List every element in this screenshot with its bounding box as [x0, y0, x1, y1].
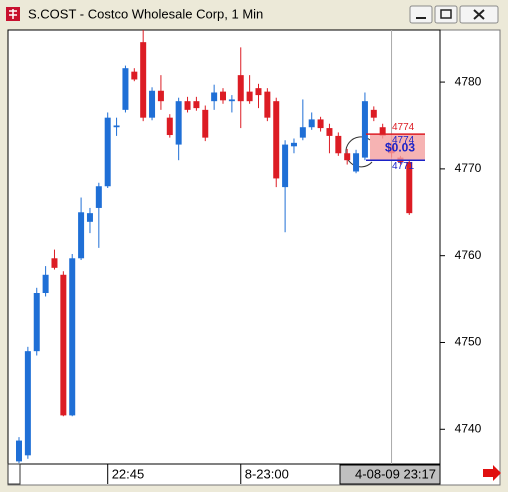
x-tick-label: 22:45 [112, 466, 145, 481]
y-tick-label: 4740 [455, 421, 482, 435]
x-tick-label: 4-08-09 23:17 [355, 466, 436, 481]
candle-body [308, 119, 315, 128]
minimize-button[interactable] [409, 5, 433, 24]
candle-body [78, 212, 85, 259]
candle-body [175, 101, 182, 145]
candle-body [211, 92, 218, 102]
scroll-box[interactable] [7, 463, 21, 485]
level-label: 4774 [392, 122, 415, 133]
candle-body [157, 90, 164, 102]
candle-body [24, 351, 31, 456]
candle-body [406, 161, 413, 214]
candle-body [140, 42, 147, 118]
maximize-button[interactable] [434, 5, 458, 24]
app-icon-glyph [9, 9, 17, 19]
candle-body [33, 293, 40, 352]
candle-body [299, 127, 306, 138]
candle-body [86, 213, 93, 222]
candle-body [60, 274, 67, 416]
candle-body [51, 258, 58, 268]
candle-body [122, 68, 129, 110]
candle-body [184, 101, 191, 110]
maximize-glyph [440, 9, 452, 19]
y-tick-label: 4770 [455, 161, 482, 175]
candle-body [104, 117, 111, 187]
level-label: 4774 [392, 135, 415, 146]
candle-body [42, 274, 49, 294]
candle-body [149, 90, 156, 118]
candle-body [166, 117, 173, 136]
candle-body [255, 88, 262, 96]
pl-label: $0.03 [385, 140, 415, 154]
candle-body [290, 142, 297, 147]
candle-body [353, 153, 360, 172]
level-label: 4771 [392, 161, 415, 172]
candle-body [16, 440, 22, 462]
candle-body [237, 75, 244, 102]
scroll-arrow[interactable] [483, 465, 501, 481]
close-glyph [473, 9, 485, 20]
candle-body [335, 135, 342, 154]
x-tick-label: 8-23:00 [245, 466, 289, 481]
y-tick-label: 4780 [455, 74, 482, 88]
candle-body [246, 91, 253, 102]
y-tick-label: 4760 [455, 248, 482, 262]
position-zone [370, 134, 425, 161]
candle-body [326, 128, 333, 136]
candle-body [264, 91, 271, 118]
candle-body [228, 99, 235, 102]
candle-body [282, 144, 289, 188]
candle-body [69, 258, 76, 416]
candle-body [379, 127, 386, 136]
candle-body [273, 101, 280, 179]
cursor-label-box [339, 464, 441, 485]
candle-body [317, 119, 324, 129]
window-buttons[interactable] [409, 5, 499, 24]
candle-body [370, 109, 377, 118]
candle-body [95, 186, 102, 208]
candle-body [113, 125, 120, 128]
candle-body [361, 101, 368, 158]
window-title: S.COST - Costco Wholesale Corp, 1 Min [28, 6, 263, 21]
candle-body [131, 71, 138, 80]
candle-body [202, 109, 209, 138]
candle-body [344, 153, 351, 161]
y-tick-label: 4750 [455, 335, 482, 349]
candle-body [193, 101, 200, 109]
candle-body [220, 91, 227, 101]
